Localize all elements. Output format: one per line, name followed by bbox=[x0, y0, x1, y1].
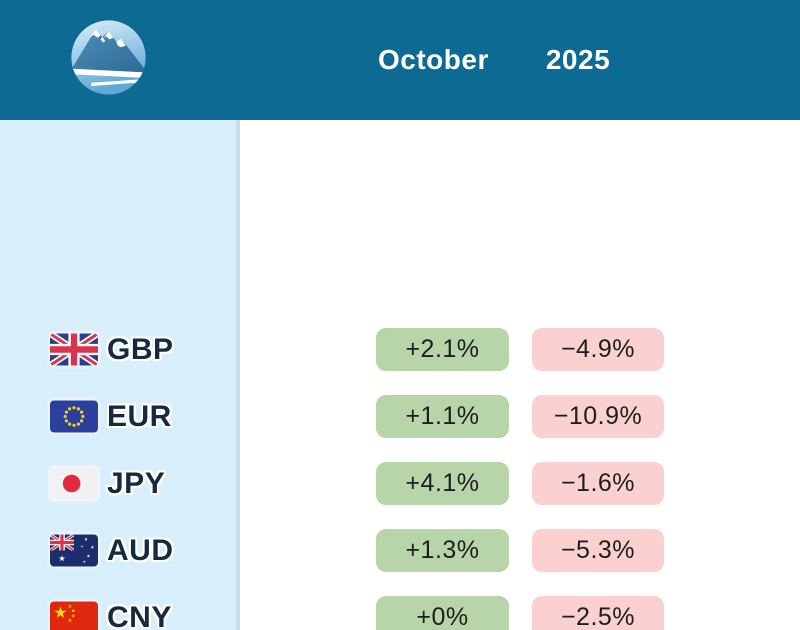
eu-flag-icon bbox=[50, 400, 98, 433]
positive-change-badge: +1.1% bbox=[376, 395, 509, 438]
negative-change-badge: −5.3% bbox=[532, 529, 664, 572]
china-flag-icon bbox=[50, 601, 98, 630]
currency-item-cny: CNY bbox=[50, 596, 172, 630]
uk-flag-icon bbox=[50, 333, 98, 366]
content-area: GBP EUR bbox=[0, 120, 800, 630]
currency-code-label: GBP bbox=[107, 332, 174, 366]
currency-code-label: JPY bbox=[107, 466, 166, 500]
currency-code-label: AUD bbox=[107, 533, 174, 567]
report-title: October 2025 bbox=[378, 0, 610, 120]
currency-item-jpy: JPY bbox=[50, 462, 165, 505]
negative-change-badge: −4.9% bbox=[532, 328, 664, 371]
currency-sidebar: GBP EUR bbox=[0, 120, 236, 630]
panel-divider bbox=[236, 120, 240, 630]
title-year: 2025 bbox=[545, 44, 611, 75]
currency-item-eur: EUR bbox=[50, 395, 172, 438]
positive-change-badge: +4.1% bbox=[376, 462, 509, 505]
australia-flag-icon bbox=[50, 534, 98, 567]
currency-item-aud: AUD bbox=[50, 529, 174, 572]
values-panel: +2.1% −4.9% +1.1% −10.9% +4.1% −1.6% +1.… bbox=[240, 120, 800, 630]
header-bar: October 2025 bbox=[0, 0, 800, 120]
title-month: October bbox=[378, 44, 489, 75]
positive-change-badge: +0% bbox=[376, 596, 509, 630]
japan-flag-icon bbox=[50, 467, 98, 500]
currency-code-label: EUR bbox=[107, 399, 172, 433]
positive-change-badge: +1.3% bbox=[376, 529, 509, 572]
negative-change-badge: −1.6% bbox=[532, 462, 664, 505]
positive-change-badge: +2.1% bbox=[376, 328, 509, 371]
negative-change-badge: −10.9% bbox=[532, 395, 664, 438]
currency-item-gbp: GBP bbox=[50, 328, 174, 371]
negative-change-badge: −2.5% bbox=[532, 596, 664, 630]
mountain-lake-logo-icon bbox=[69, 18, 148, 97]
currency-code-label: CNY bbox=[107, 600, 172, 630]
